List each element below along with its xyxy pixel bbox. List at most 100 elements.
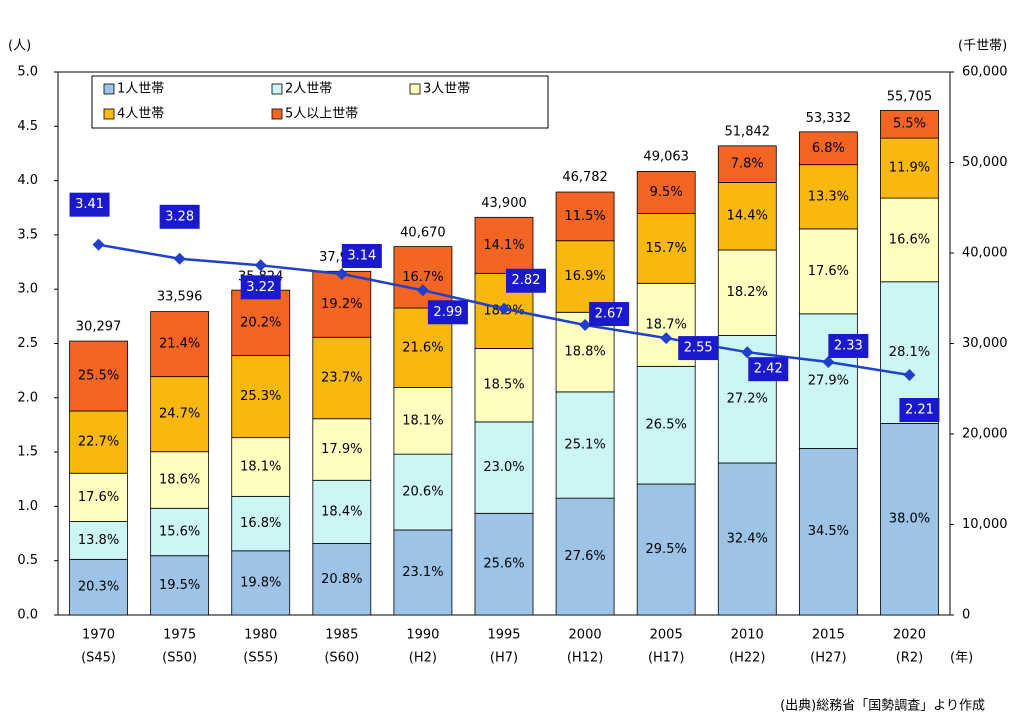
x-axis-unit: (年) — [950, 651, 973, 666]
segment-label: 26.5% — [646, 418, 687, 433]
x-tick-label: 2015 — [812, 628, 845, 643]
x-tick-label: 1995 — [487, 628, 520, 643]
bar-segment — [231, 355, 291, 439]
total-label: 40,670 — [400, 225, 446, 240]
y-tick-label: 1.5 — [17, 445, 38, 460]
segment-label: 27.6% — [564, 549, 605, 564]
segment-label: 15.6% — [159, 524, 200, 539]
y-tick-label: 2.0 — [17, 390, 38, 405]
segment-label: 27.9% — [808, 374, 849, 389]
y-tick-label: 2.5 — [17, 336, 38, 351]
segment-label: 25.1% — [564, 438, 605, 453]
line-label-box — [506, 268, 546, 293]
x-era-label: (H27) — [810, 651, 846, 666]
line-label: 2.33 — [834, 338, 863, 353]
line-marker — [335, 267, 348, 280]
segment-label: 32.4% — [727, 531, 768, 546]
bar-segment — [474, 512, 534, 616]
legend-label: 3人世帯 — [423, 82, 470, 97]
y-tick-label: 3.5 — [17, 227, 38, 242]
segment-label: 27.2% — [727, 392, 768, 407]
segment-label: 11.9% — [889, 161, 930, 176]
y2-tick-label: 60,000 — [962, 65, 1008, 80]
bar-segment — [798, 131, 858, 166]
bar-segment — [312, 418, 372, 481]
line-label: 2.21 — [905, 402, 934, 417]
source: (出典)総務省「国勢調査」より作成 — [780, 699, 985, 714]
segment-label: 17.9% — [321, 442, 362, 457]
bar-segment — [880, 423, 939, 616]
total-label: 43,900 — [481, 196, 527, 211]
segment-label: 19.5% — [159, 578, 200, 593]
x-tick-label: 2010 — [731, 628, 764, 643]
segment-label: 18.6% — [159, 473, 200, 488]
segment-label: 19.8% — [240, 575, 281, 590]
x-tick-label: 1975 — [163, 628, 196, 643]
bar-segment — [880, 197, 939, 283]
line-marker — [903, 368, 916, 381]
y-tick-label: 0.0 — [17, 608, 38, 623]
x-era-label: (H17) — [648, 651, 684, 666]
segment-label: 5.5% — [893, 117, 926, 132]
line-marker — [660, 332, 673, 345]
line-label: 3.14 — [347, 248, 376, 263]
bar-segment — [717, 462, 777, 616]
legend-swatch — [103, 83, 115, 95]
line-label: 2.99 — [433, 305, 462, 320]
bar-segment — [150, 311, 210, 378]
legend-label: 2人世帯 — [285, 82, 332, 97]
bar-segment — [231, 550, 291, 616]
line-marker — [498, 302, 510, 315]
legend-label: 4人世帯 — [117, 107, 164, 122]
bar-segment — [393, 529, 453, 616]
bar-segment — [717, 249, 777, 336]
segment-label: 16.7% — [402, 270, 443, 285]
line-label-box — [240, 275, 281, 300]
legend-swatch — [409, 83, 421, 95]
segment-label: 18.7% — [646, 317, 687, 332]
bar-segment — [717, 145, 777, 183]
segment-label: 18.2% — [727, 285, 768, 300]
y2-tick-label: 20,000 — [962, 427, 1008, 442]
segment-label: 14.4% — [727, 209, 768, 224]
x-era-label: (H7) — [490, 651, 518, 666]
segment-label: 28.1% — [889, 345, 930, 360]
segment-label: 20.3% — [78, 580, 119, 595]
bar-segment — [150, 507, 210, 557]
bar-segment — [69, 410, 128, 474]
legend-label: 5人以上世帯 — [285, 107, 358, 122]
segment-label: 24.7% — [159, 407, 200, 422]
segment-label: 11.5% — [564, 209, 605, 224]
line-marker — [92, 238, 105, 251]
segment-label: 7.8% — [731, 157, 764, 172]
bar-segment — [69, 340, 128, 412]
x-era-label: (H22) — [729, 651, 765, 666]
bar-segment — [312, 479, 372, 544]
legend-swatch — [271, 108, 283, 120]
bar-segment — [880, 137, 939, 199]
line-label-box — [748, 357, 789, 382]
segment-label: 16.9% — [564, 269, 605, 284]
total-label: 55,705 — [887, 89, 933, 104]
x-tick-label: 1985 — [325, 628, 358, 643]
segment-label: 22.7% — [78, 435, 119, 450]
bar-segment — [69, 472, 128, 522]
y2-axis-label: (千世帯) — [958, 39, 1007, 54]
bar-segment — [474, 216, 534, 274]
line-marker — [822, 355, 835, 368]
total-label: 46,782 — [562, 170, 608, 185]
line-marker — [173, 252, 186, 265]
line-marker — [741, 346, 754, 359]
segment-label: 34.5% — [808, 524, 849, 539]
line-label-box — [427, 300, 468, 325]
line-label: 2.82 — [512, 273, 541, 288]
y2-tick-label: 40,000 — [962, 246, 1008, 261]
x-era-label: (S55) — [243, 651, 278, 666]
bar-segment — [636, 483, 696, 616]
segment-label: 18.8% — [564, 345, 605, 360]
segment-label: 17.6% — [808, 264, 849, 279]
line-label: 3.41 — [75, 197, 104, 212]
line-label: 2.55 — [684, 341, 713, 356]
x-tick-label: 1990 — [406, 628, 439, 643]
